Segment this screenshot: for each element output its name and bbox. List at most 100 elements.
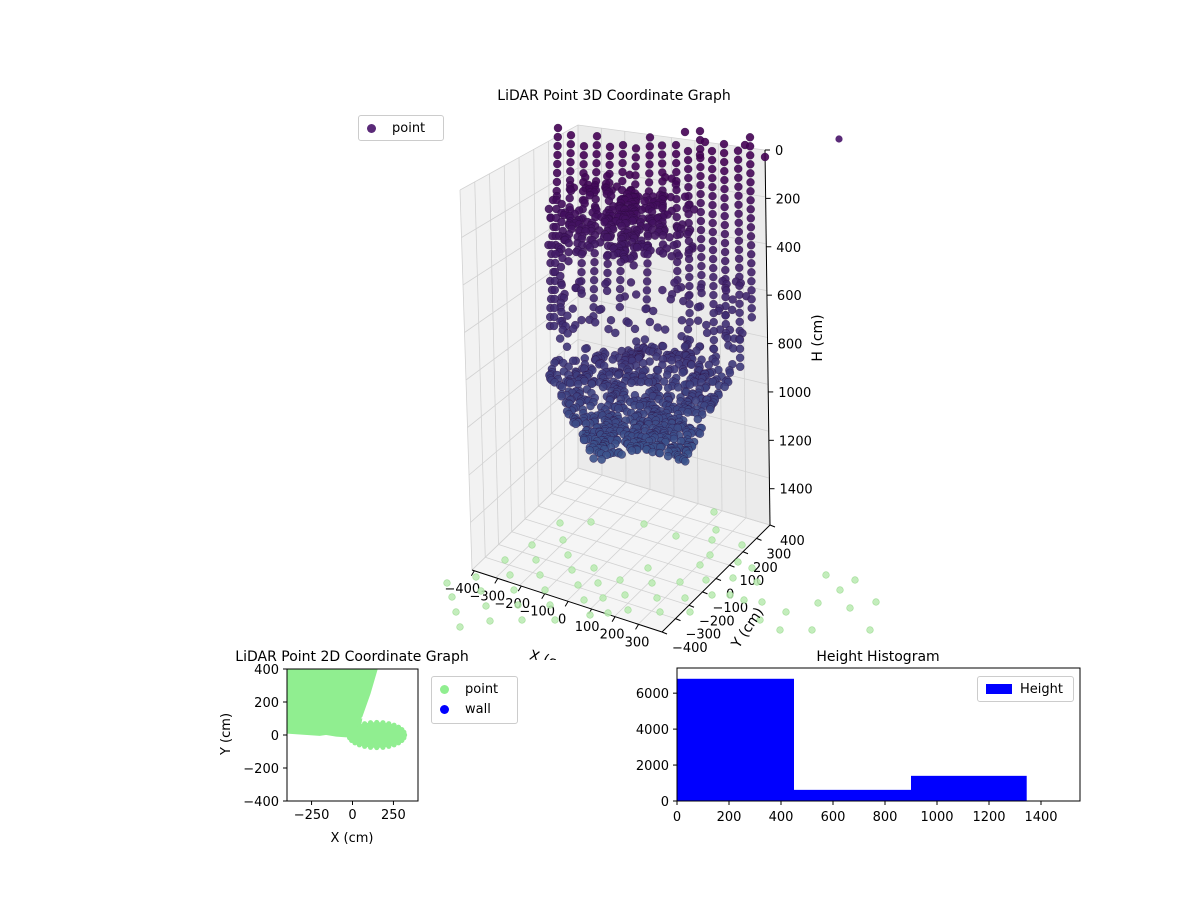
data-point [585, 243, 595, 252]
data-point [577, 315, 586, 325]
data-point [657, 150, 667, 159]
ground-point [518, 616, 526, 624]
data-point [735, 335, 745, 344]
x-tick-label: 0 [558, 612, 566, 627]
ground-point [482, 602, 490, 610]
data-point [629, 261, 638, 270]
y-tick-label: 0 [661, 795, 669, 810]
y-tick-label: −400 [672, 641, 708, 656]
ground-point [756, 616, 764, 624]
data-point [650, 231, 660, 240]
grid-line [467, 338, 769, 428]
data-point [564, 239, 573, 248]
ground-point [586, 611, 594, 619]
data-point [700, 137, 710, 147]
ground-point [472, 573, 480, 581]
legend-entry-wall: wall [432, 699, 517, 719]
data-point [734, 236, 744, 245]
data-point [605, 160, 614, 170]
ground-point [574, 581, 582, 589]
legend-label-height: Height [1020, 681, 1063, 697]
point-edge [386, 721, 392, 727]
x-tick [611, 616, 616, 622]
data-point [672, 158, 681, 168]
data-point [564, 257, 573, 266]
data-point [696, 225, 706, 235]
y-tick [661, 631, 668, 635]
data-point [550, 285, 559, 295]
z-tick-label: 1400 [780, 483, 813, 498]
ground-point [814, 599, 822, 607]
y-tick-label: 200 [254, 696, 279, 711]
data-point [747, 277, 756, 286]
data-point [597, 455, 606, 464]
data-point [677, 316, 687, 325]
legend-marker-wall [440, 704, 449, 714]
data-point [691, 396, 700, 405]
data-point [631, 144, 641, 153]
ground-point [541, 586, 549, 594]
point-edge [386, 743, 392, 749]
data-point [736, 362, 745, 371]
y-tick [675, 618, 681, 622]
ground-point [851, 576, 859, 584]
ground-point [621, 591, 629, 599]
x-tick-label: 0 [673, 810, 681, 825]
data-point [544, 204, 554, 214]
data-point [684, 209, 693, 219]
data-point [661, 325, 670, 334]
ground-point [712, 526, 720, 534]
ground-point [514, 601, 522, 609]
data-point [579, 151, 588, 160]
data-point [657, 141, 667, 150]
grid-line [614, 510, 723, 617]
data-point [695, 126, 705, 136]
data-point [720, 382, 729, 392]
data-point [733, 155, 743, 164]
point-edge [374, 744, 380, 751]
ground-point [559, 536, 567, 544]
ground-point [556, 519, 564, 527]
data-point [746, 178, 755, 187]
data-point [663, 370, 672, 380]
ground-point [672, 532, 680, 540]
data-point [566, 140, 575, 149]
data-point [592, 159, 601, 168]
data-point [550, 294, 559, 304]
data-point [746, 241, 756, 250]
data-point [551, 222, 561, 232]
ground-point [726, 591, 734, 599]
data-point [601, 279, 610, 289]
z-tick-label: 1000 [778, 386, 811, 401]
point-edge [374, 719, 380, 726]
data-point [658, 177, 667, 186]
data-point [595, 305, 604, 315]
data-point [579, 160, 588, 169]
z-tick-label: 600 [777, 289, 802, 304]
x-tick-label: −200 [494, 597, 530, 612]
data-point [590, 267, 599, 276]
ground-point [708, 591, 716, 599]
data-point [708, 254, 718, 264]
z-tick-label: 800 [778, 338, 803, 353]
data-point [708, 209, 717, 219]
point-edge [380, 720, 386, 726]
legend-entry-height: Height [978, 677, 1073, 701]
ground-point [872, 598, 880, 606]
data-point [673, 266, 682, 276]
legend-entry-point-2d: point [432, 679, 517, 699]
data-point [708, 227, 717, 237]
y-tick [715, 578, 722, 581]
data-point [602, 286, 612, 296]
data-point [658, 159, 667, 168]
x-tick-label: 1200 [972, 810, 1005, 825]
data-point [672, 212, 681, 222]
ground-point [648, 579, 656, 587]
y-tick-label: 300 [767, 547, 792, 562]
legend-label-point-2d: point [465, 681, 499, 697]
data-point [639, 359, 648, 368]
ground-point [624, 606, 632, 614]
data-point [643, 232, 653, 241]
data-point [685, 317, 694, 327]
